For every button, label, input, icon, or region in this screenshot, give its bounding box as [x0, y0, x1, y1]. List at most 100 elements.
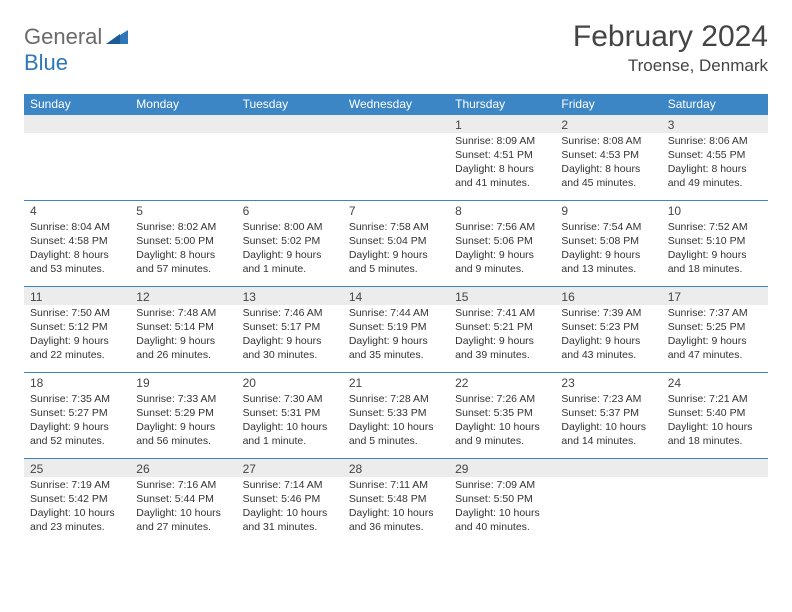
page-title: February 2024	[573, 20, 768, 54]
day-number: 8	[449, 201, 555, 219]
calendar-table: Sunday Monday Tuesday Wednesday Thursday…	[24, 94, 768, 545]
day-cell: Sunrise: 7:16 AMSunset: 5:44 PMDaylight:…	[130, 477, 236, 545]
day-number: 18	[24, 373, 130, 391]
day-cell: Sunrise: 7:58 AMSunset: 5:04 PMDaylight:…	[343, 219, 449, 287]
sunrise-text: Sunrise: 8:02 AM	[136, 220, 230, 234]
header: General Blue February 2024 Troense, Denm…	[24, 20, 768, 76]
day-cell	[237, 133, 343, 201]
day-number: 2	[555, 115, 661, 133]
day-cell: Sunrise: 7:39 AMSunset: 5:23 PMDaylight:…	[555, 305, 661, 373]
daylight-text: Daylight: 9 hours	[136, 334, 230, 348]
sunset-text: Sunset: 5:19 PM	[349, 320, 443, 334]
day-number	[555, 459, 661, 477]
day-number-row: 123	[24, 115, 768, 133]
sunrise-text: Sunrise: 7:52 AM	[668, 220, 762, 234]
sunrise-text: Sunrise: 7:33 AM	[136, 392, 230, 406]
day-cell: Sunrise: 7:23 AMSunset: 5:37 PMDaylight:…	[555, 391, 661, 459]
sunset-text: Sunset: 5:27 PM	[30, 406, 124, 420]
day-number: 1	[449, 115, 555, 133]
daylight-text: Daylight: 10 hours	[668, 420, 762, 434]
sunrise-text: Sunrise: 7:23 AM	[561, 392, 655, 406]
sunset-text: Sunset: 5:04 PM	[349, 234, 443, 248]
sunset-text: Sunset: 5:29 PM	[136, 406, 230, 420]
day-cell: Sunrise: 7:35 AMSunset: 5:27 PMDaylight:…	[24, 391, 130, 459]
sunset-text: Sunset: 5:35 PM	[455, 406, 549, 420]
logo: General Blue	[24, 24, 128, 76]
calendar-body: 123Sunrise: 8:09 AMSunset: 4:51 PMDaylig…	[24, 115, 768, 545]
daylight-text: Daylight: 10 hours	[561, 420, 655, 434]
day-number: 16	[555, 287, 661, 305]
day-cell: Sunrise: 7:11 AMSunset: 5:48 PMDaylight:…	[343, 477, 449, 545]
sunset-text: Sunset: 5:10 PM	[668, 234, 762, 248]
daylight-text-2: and 56 minutes.	[136, 434, 230, 448]
day-cell: Sunrise: 8:02 AMSunset: 5:00 PMDaylight:…	[130, 219, 236, 287]
day-number: 11	[24, 287, 130, 305]
sunset-text: Sunset: 5:40 PM	[668, 406, 762, 420]
daylight-text: Daylight: 9 hours	[349, 334, 443, 348]
sunset-text: Sunset: 5:02 PM	[243, 234, 337, 248]
day-number: 21	[343, 373, 449, 391]
weekday-header: Tuesday	[237, 94, 343, 115]
weekday-header: Saturday	[662, 94, 768, 115]
daylight-text-2: and 5 minutes.	[349, 434, 443, 448]
logo-text-blue: Blue	[24, 50, 68, 75]
daylight-text: Daylight: 10 hours	[349, 506, 443, 520]
daylight-text: Daylight: 9 hours	[30, 420, 124, 434]
daylight-text-2: and 26 minutes.	[136, 348, 230, 362]
daylight-text: Daylight: 9 hours	[243, 248, 337, 262]
daylight-text: Daylight: 10 hours	[30, 506, 124, 520]
sunset-text: Sunset: 5:17 PM	[243, 320, 337, 334]
daylight-text: Daylight: 8 hours	[30, 248, 124, 262]
daylight-text: Daylight: 8 hours	[561, 162, 655, 176]
day-number-row: 11121314151617	[24, 287, 768, 305]
daylight-text-2: and 9 minutes.	[455, 434, 549, 448]
daylight-text: Daylight: 9 hours	[561, 334, 655, 348]
day-number: 24	[662, 373, 768, 391]
day-cell: Sunrise: 7:48 AMSunset: 5:14 PMDaylight:…	[130, 305, 236, 373]
sunrise-text: Sunrise: 7:21 AM	[668, 392, 762, 406]
daylight-text: Daylight: 10 hours	[243, 506, 337, 520]
day-cell: Sunrise: 7:46 AMSunset: 5:17 PMDaylight:…	[237, 305, 343, 373]
day-number: 7	[343, 201, 449, 219]
sunset-text: Sunset: 5:25 PM	[668, 320, 762, 334]
sunset-text: Sunset: 5:21 PM	[455, 320, 549, 334]
sunrise-text: Sunrise: 7:41 AM	[455, 306, 549, 320]
daylight-text-2: and 18 minutes.	[668, 434, 762, 448]
day-cell	[662, 477, 768, 545]
location: Troense, Denmark	[573, 56, 768, 76]
day-cell: Sunrise: 7:50 AMSunset: 5:12 PMDaylight:…	[24, 305, 130, 373]
sunset-text: Sunset: 4:55 PM	[668, 148, 762, 162]
day-number-row: 2526272829	[24, 459, 768, 477]
day-number: 5	[130, 201, 236, 219]
sunrise-text: Sunrise: 7:14 AM	[243, 478, 337, 492]
daylight-text-2: and 35 minutes.	[349, 348, 443, 362]
daylight-text-2: and 40 minutes.	[455, 520, 549, 534]
sunset-text: Sunset: 5:46 PM	[243, 492, 337, 506]
weekday-header: Sunday	[24, 94, 130, 115]
sunrise-text: Sunrise: 7:58 AM	[349, 220, 443, 234]
daylight-text: Daylight: 8 hours	[455, 162, 549, 176]
sunrise-text: Sunrise: 7:26 AM	[455, 392, 549, 406]
day-number: 6	[237, 201, 343, 219]
day-number: 20	[237, 373, 343, 391]
day-number: 28	[343, 459, 449, 477]
day-number: 14	[343, 287, 449, 305]
day-cell: Sunrise: 7:41 AMSunset: 5:21 PMDaylight:…	[449, 305, 555, 373]
page: General Blue February 2024 Troense, Denm…	[0, 0, 792, 612]
day-cell: Sunrise: 7:30 AMSunset: 5:31 PMDaylight:…	[237, 391, 343, 459]
sunset-text: Sunset: 5:14 PM	[136, 320, 230, 334]
daylight-text-2: and 53 minutes.	[30, 262, 124, 276]
sunrise-text: Sunrise: 8:04 AM	[30, 220, 124, 234]
sunset-text: Sunset: 4:58 PM	[30, 234, 124, 248]
daylight-text-2: and 39 minutes.	[455, 348, 549, 362]
day-number	[24, 115, 130, 133]
daylight-text-2: and 18 minutes.	[668, 262, 762, 276]
day-cell: Sunrise: 7:52 AMSunset: 5:10 PMDaylight:…	[662, 219, 768, 287]
logo-triangle-icon	[106, 24, 128, 50]
sunset-text: Sunset: 5:08 PM	[561, 234, 655, 248]
daylight-text: Daylight: 10 hours	[349, 420, 443, 434]
daylight-text-2: and 47 minutes.	[668, 348, 762, 362]
day-cell: Sunrise: 8:09 AMSunset: 4:51 PMDaylight:…	[449, 133, 555, 201]
sunrise-text: Sunrise: 7:44 AM	[349, 306, 443, 320]
sunset-text: Sunset: 5:48 PM	[349, 492, 443, 506]
